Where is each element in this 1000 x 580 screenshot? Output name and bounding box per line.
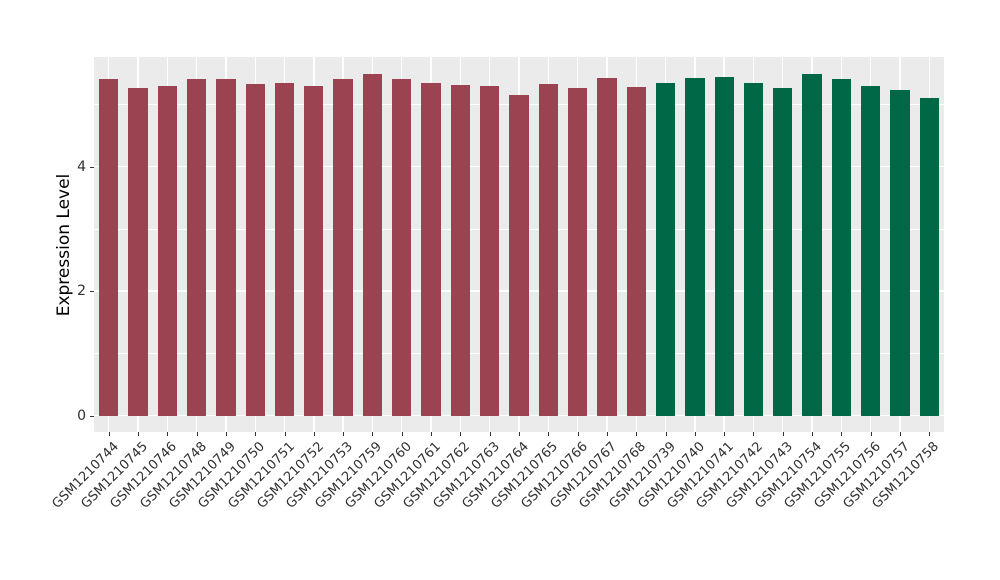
x-tick-mark <box>489 432 491 436</box>
y-tick-label: 2 <box>77 283 86 300</box>
bar-GSM1210739 <box>655 83 676 416</box>
x-tick-mark <box>284 432 286 436</box>
y-tick-mark <box>90 166 94 168</box>
bar-GSM1210764 <box>509 94 529 416</box>
bar-GSM1210751 <box>274 82 295 416</box>
x-tick-mark <box>929 432 931 436</box>
x-tick-mark <box>372 432 374 436</box>
bar-GSM1210754 <box>802 73 822 416</box>
x-tick-mark <box>460 432 462 436</box>
bar-GSM1210762 <box>450 85 471 416</box>
bar-GSM1210752 <box>304 85 324 416</box>
bar-GSM1210749 <box>216 78 236 416</box>
plot-panel <box>94 57 944 432</box>
x-tick-mark <box>313 432 315 436</box>
x-tick-mark <box>753 432 755 436</box>
x-tick-mark <box>343 432 345 436</box>
x-tick-mark <box>519 432 520 436</box>
x-tick-mark <box>812 432 814 436</box>
x-tick-mark <box>900 432 902 436</box>
bar-GSM1210759 <box>362 73 383 416</box>
x-tick-mark <box>782 432 784 436</box>
bar-GSM1210765 <box>538 84 558 416</box>
x-tick-mark <box>196 432 198 436</box>
x-tick-mark <box>577 432 579 436</box>
bar-GSM1210756 <box>861 86 881 416</box>
bar-GSM1210767 <box>597 78 617 416</box>
x-tick-mark <box>431 432 433 436</box>
y-tick-mark <box>90 415 94 417</box>
bar-GSM1210763 <box>480 86 500 416</box>
bar-GSM1210742 <box>743 83 764 416</box>
x-tick-mark <box>401 432 403 436</box>
x-tick-mark <box>108 432 110 436</box>
bar-GSM1210740 <box>685 78 705 416</box>
bar-GSM1210745 <box>128 87 148 416</box>
bar-GSM1210748 <box>186 78 207 416</box>
bar-GSM1210744 <box>98 79 119 416</box>
x-tick-mark <box>606 432 608 436</box>
x-tick-mark <box>137 432 139 436</box>
x-tick-mark <box>870 432 872 436</box>
y-tick-label: 0 <box>77 407 86 424</box>
bar-GSM1210746 <box>157 86 177 416</box>
bar-GSM1210761 <box>421 82 441 416</box>
x-tick-mark <box>665 432 667 436</box>
bar-GSM1210766 <box>567 88 588 416</box>
x-tick-mark <box>636 432 638 436</box>
x-tick-mark <box>694 432 696 436</box>
x-tick-mark <box>255 432 257 436</box>
bar-GSM1210753 <box>333 78 353 416</box>
bar-GSM1210741 <box>714 76 734 416</box>
x-tick-mark <box>167 432 169 436</box>
bar-GSM1210755 <box>831 78 852 416</box>
x-tick-mark <box>724 432 726 436</box>
bar-GSM1210757 <box>890 89 910 416</box>
bar-GSM1210750 <box>245 83 265 416</box>
y-tick-mark <box>90 291 94 293</box>
x-tick-mark <box>225 432 227 436</box>
bar-GSM1210743 <box>773 87 793 416</box>
x-tick-mark <box>548 432 550 436</box>
bar-GSM1210758 <box>919 98 940 416</box>
gridline-major <box>94 414 944 417</box>
bar-GSM1210760 <box>392 78 412 416</box>
y-tick-label: 4 <box>77 158 86 175</box>
bar-GSM1210768 <box>626 86 646 416</box>
x-tick-mark <box>841 432 843 436</box>
